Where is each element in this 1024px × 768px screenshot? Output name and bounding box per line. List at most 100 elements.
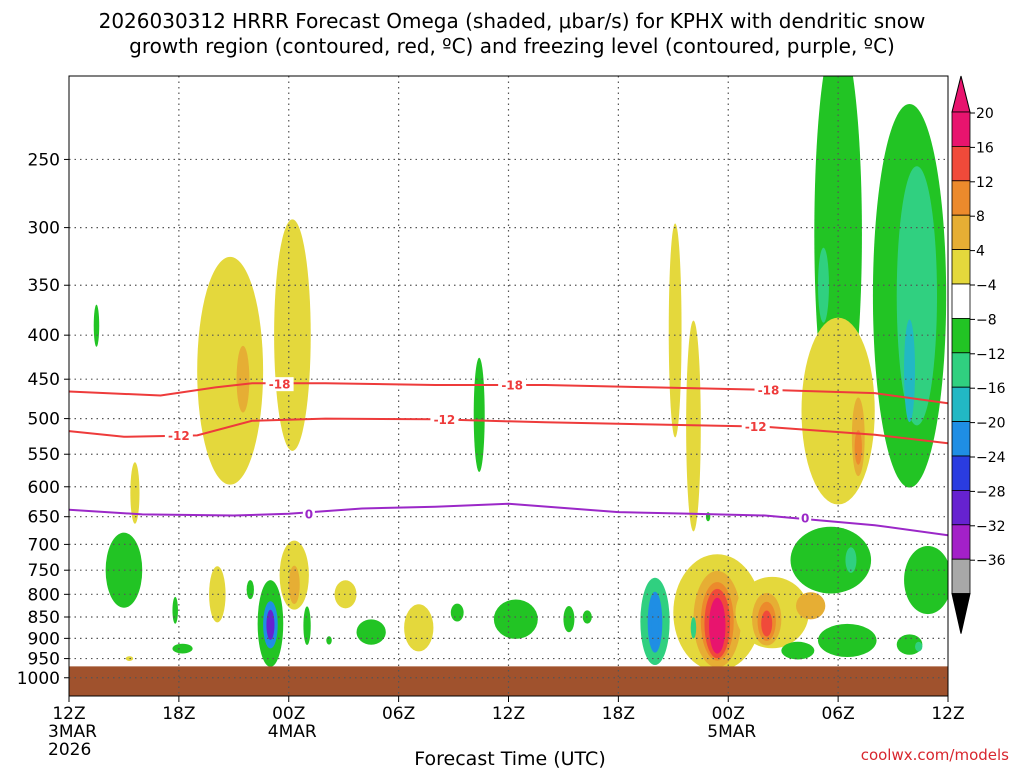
colorbar-legend: 20 16 12 8 4 −4 −8 −12 −16 −20 −24 −28 −32 −36 — [951, 75, 1006, 634]
omega-region-5 — [172, 596, 178, 624]
omega-region-42 — [796, 592, 826, 620]
omega-region-41 — [761, 610, 773, 637]
chart-title-line-1: 2026030312 HRRR Forecast Omega (shaded, … — [99, 9, 926, 33]
omega-region-51 — [904, 319, 916, 423]
contour-dgz-minus18 — [69, 382, 948, 405]
colorbar-segment-12 — [951, 524, 971, 560]
colorbar-segment-3 — [951, 214, 971, 250]
y-tick-label-300: 300 — [28, 219, 60, 239]
contour-label-bg-freezing-level-0 — [302, 506, 315, 521]
colorbar-segment-6 — [951, 317, 971, 354]
colorbar-segment-4 — [951, 249, 971, 285]
x-tick-label-1: 18Z — [162, 704, 195, 724]
colorbar-label-12: −32 — [976, 519, 1006, 535]
omega-region-43 — [781, 641, 815, 660]
omega-region-17 — [303, 606, 311, 646]
omega-region-3 — [125, 656, 134, 661]
colorbar-label-2: 12 — [976, 175, 994, 191]
y-tick-label-700: 700 — [28, 535, 60, 555]
omega-region-31 — [651, 604, 659, 640]
colorbar-segment-0 — [951, 111, 971, 147]
contour-label-bg-freezing-level-1 — [799, 510, 812, 525]
colorbar-top-arrow — [951, 75, 971, 113]
colorbar-label-9: −20 — [976, 416, 1006, 432]
y-tick-label-250: 250 — [28, 150, 60, 170]
contour-label-bg-dgz-minus18-0 — [265, 377, 294, 392]
contour-label-bg-dgz-minus12-0 — [164, 428, 193, 443]
y-tick-label-1000: 1000 — [17, 669, 60, 689]
colorbar-label-13: −36 — [976, 553, 1006, 569]
x-tick-label-4: 12Z — [492, 704, 525, 724]
omega-region-1 — [93, 304, 100, 347]
y-tick-label-350: 350 — [28, 276, 60, 296]
colorbar-label-7: −12 — [976, 347, 1006, 363]
y-tick-label-800: 800 — [28, 585, 60, 605]
colorbar-segment-7 — [951, 352, 971, 388]
omega-region-10 — [209, 566, 226, 623]
x-tick-label-3: 06Z — [382, 704, 415, 724]
colorbar-segment-5 — [951, 283, 971, 319]
contour-label-dgz-minus18-1: -18 — [501, 378, 523, 392]
grid-lines — [69, 76, 948, 696]
y-tick-label-650: 650 — [28, 508, 60, 528]
colorbar-label-8: −16 — [976, 381, 1006, 397]
y-tick-label-500: 500 — [28, 410, 60, 430]
contour-label-dgz-minus12-0: -12 — [168, 429, 190, 443]
omega-region-20 — [356, 619, 386, 645]
colorbar-segment-8 — [951, 386, 971, 423]
x-date-label-6: 5MAR — [707, 722, 756, 742]
omega-region-21 — [404, 604, 434, 652]
omega-region-2 — [130, 462, 140, 524]
contour-label-dgz-minus12-1: -12 — [434, 413, 456, 427]
omega-region-25 — [563, 606, 575, 633]
x-year-label: 2026 — [48, 740, 91, 760]
contour-freezing-level — [69, 502, 948, 537]
colorbar-segment-2 — [951, 180, 971, 216]
colorbar-label-6: −8 — [976, 312, 997, 328]
colorbar-label-5: −4 — [976, 278, 997, 294]
contour-label-dgz-minus18-2: -18 — [758, 383, 780, 397]
y-tick-label-550: 550 — [28, 445, 60, 465]
omega-region-53 — [845, 547, 857, 573]
colorbar-label-1: 16 — [976, 140, 994, 156]
x-tick-label-0: 12Z — [52, 704, 85, 724]
contour-label-dgz-minus18-0: -18 — [269, 378, 291, 392]
colorbar-segment-10 — [951, 455, 971, 491]
x-tick-label-8: 12Z — [931, 704, 964, 724]
y-tick-label-950: 950 — [28, 650, 60, 670]
omega-region-22 — [450, 603, 464, 622]
y-tick-label-750: 750 — [28, 561, 60, 581]
omega-region-54 — [817, 623, 877, 657]
contour-label-dgz-minus12-2: -12 — [745, 420, 767, 434]
omega-region-6 — [172, 643, 193, 654]
chart-title-line-2: growth region (contoured, red, ºC) and f… — [129, 34, 895, 58]
omega-region-37 — [690, 617, 697, 639]
colorbar-segment-11 — [951, 489, 971, 526]
omega-shading — [93, 76, 948, 671]
x-axis-title: Forecast Time (UTC) — [414, 748, 605, 768]
omega-region-57 — [915, 641, 923, 652]
colorbar-segment-13 — [951, 558, 971, 595]
y-tick-label-900: 900 — [28, 629, 60, 649]
y-tick-label-850: 850 — [28, 608, 60, 628]
colorbar-label-11: −28 — [976, 484, 1006, 500]
omega-region-8 — [236, 345, 250, 413]
omega-region-24 — [493, 599, 538, 639]
colorbar-segment-1 — [951, 145, 971, 182]
colorbar-label-0: 20 — [976, 106, 994, 122]
colorbar-segment-9 — [951, 421, 971, 457]
contour-label-bg-dgz-minus12-1 — [430, 412, 459, 427]
omega-region-9 — [274, 219, 311, 451]
colorbar-label-10: −24 — [976, 450, 1006, 466]
colorbar-label-4: 4 — [976, 244, 985, 260]
credit-text: coolwx.com/models — [861, 746, 1009, 764]
x-tick-label-6: 00Z — [712, 704, 745, 724]
contour-label-bg-dgz-minus18-2 — [754, 382, 783, 397]
omega-region-7 — [197, 256, 264, 485]
x-tick-label-2: 00Z — [272, 704, 305, 724]
omega-region-52 — [790, 526, 872, 594]
x-date-label-0: 3MAR — [48, 722, 97, 742]
omega-region-14 — [266, 609, 275, 640]
